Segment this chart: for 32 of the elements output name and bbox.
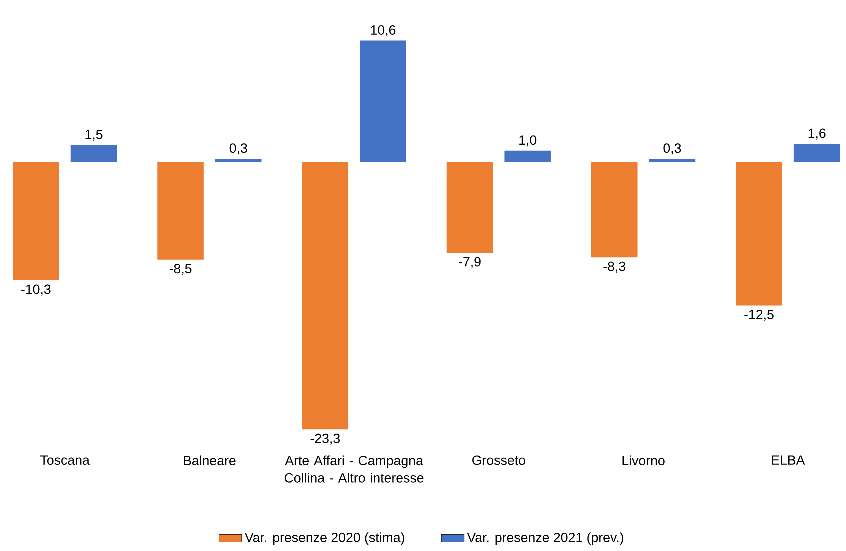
bar [794, 144, 840, 162]
bar [504, 150, 551, 162]
bar [649, 158, 696, 162]
legend-label: Var. presenze 2020 (stima) [245, 532, 404, 546]
bar [70, 145, 118, 162]
data-label: 0,3 [664, 144, 682, 155]
data-label: 1,6 [808, 128, 826, 140]
data-label: -8,3 [604, 262, 626, 273]
x-tick-label: Grosseto [472, 456, 526, 466]
data-label: 1,0 [520, 136, 537, 147]
data-label: 0,3 [230, 144, 248, 155]
data-label: 1,5 [86, 130, 103, 141]
bar [591, 162, 638, 258]
bar [158, 162, 204, 260]
bar [215, 158, 262, 162]
data-label: 10,6 [371, 26, 396, 37]
data-label: -10,3 [22, 284, 51, 296]
bar [360, 40, 406, 162]
data-label: -7,9 [459, 257, 481, 268]
legend-label: Var. presenze 2021 (prev.) [467, 532, 624, 546]
x-tick-label: Toscana [40, 456, 90, 466]
x-tick-label: Livorno [622, 456, 665, 466]
data-label: -8,5 [170, 264, 192, 276]
bar [13, 162, 60, 281]
bar [302, 162, 349, 430]
bar [736, 162, 782, 306]
x-tick-label: Balneare [184, 456, 236, 466]
bar [446, 162, 494, 253]
x-tick-label: ELBA [772, 456, 806, 465]
x-tick-label: Arte Affari - Campagna Collina - Altro interesse [284, 456, 424, 483]
data-label: -12,5 [744, 310, 774, 322]
data-label: -23,3 [310, 434, 340, 445]
